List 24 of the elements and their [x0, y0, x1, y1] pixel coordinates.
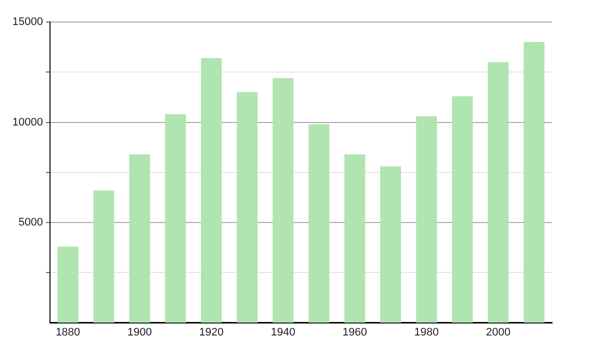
bar — [344, 154, 366, 323]
bar — [308, 124, 330, 323]
x-tick-label: 1960 — [342, 326, 368, 338]
bar — [93, 190, 114, 323]
bar — [165, 114, 186, 323]
x-tick-label: 1980 — [414, 326, 439, 338]
bar — [488, 62, 509, 323]
bar — [272, 78, 294, 323]
y-tick-label: 15000 — [12, 16, 43, 28]
bar — [524, 42, 544, 323]
bar — [200, 58, 222, 323]
bar — [452, 96, 473, 323]
bar — [416, 116, 437, 323]
y-tick-label: 10000 — [12, 116, 43, 128]
x-tick-label: 1900 — [127, 326, 152, 338]
x-tick-label: 1940 — [270, 326, 296, 338]
bar — [236, 92, 258, 323]
bar — [58, 246, 78, 323]
bar — [380, 166, 402, 323]
x-tick-label: 1920 — [199, 326, 224, 338]
y-tick-label: 5000 — [18, 216, 43, 229]
bar — [129, 154, 150, 323]
x-tick-label: 1880 — [56, 326, 80, 338]
x-tick-label: 2000 — [486, 326, 510, 338]
